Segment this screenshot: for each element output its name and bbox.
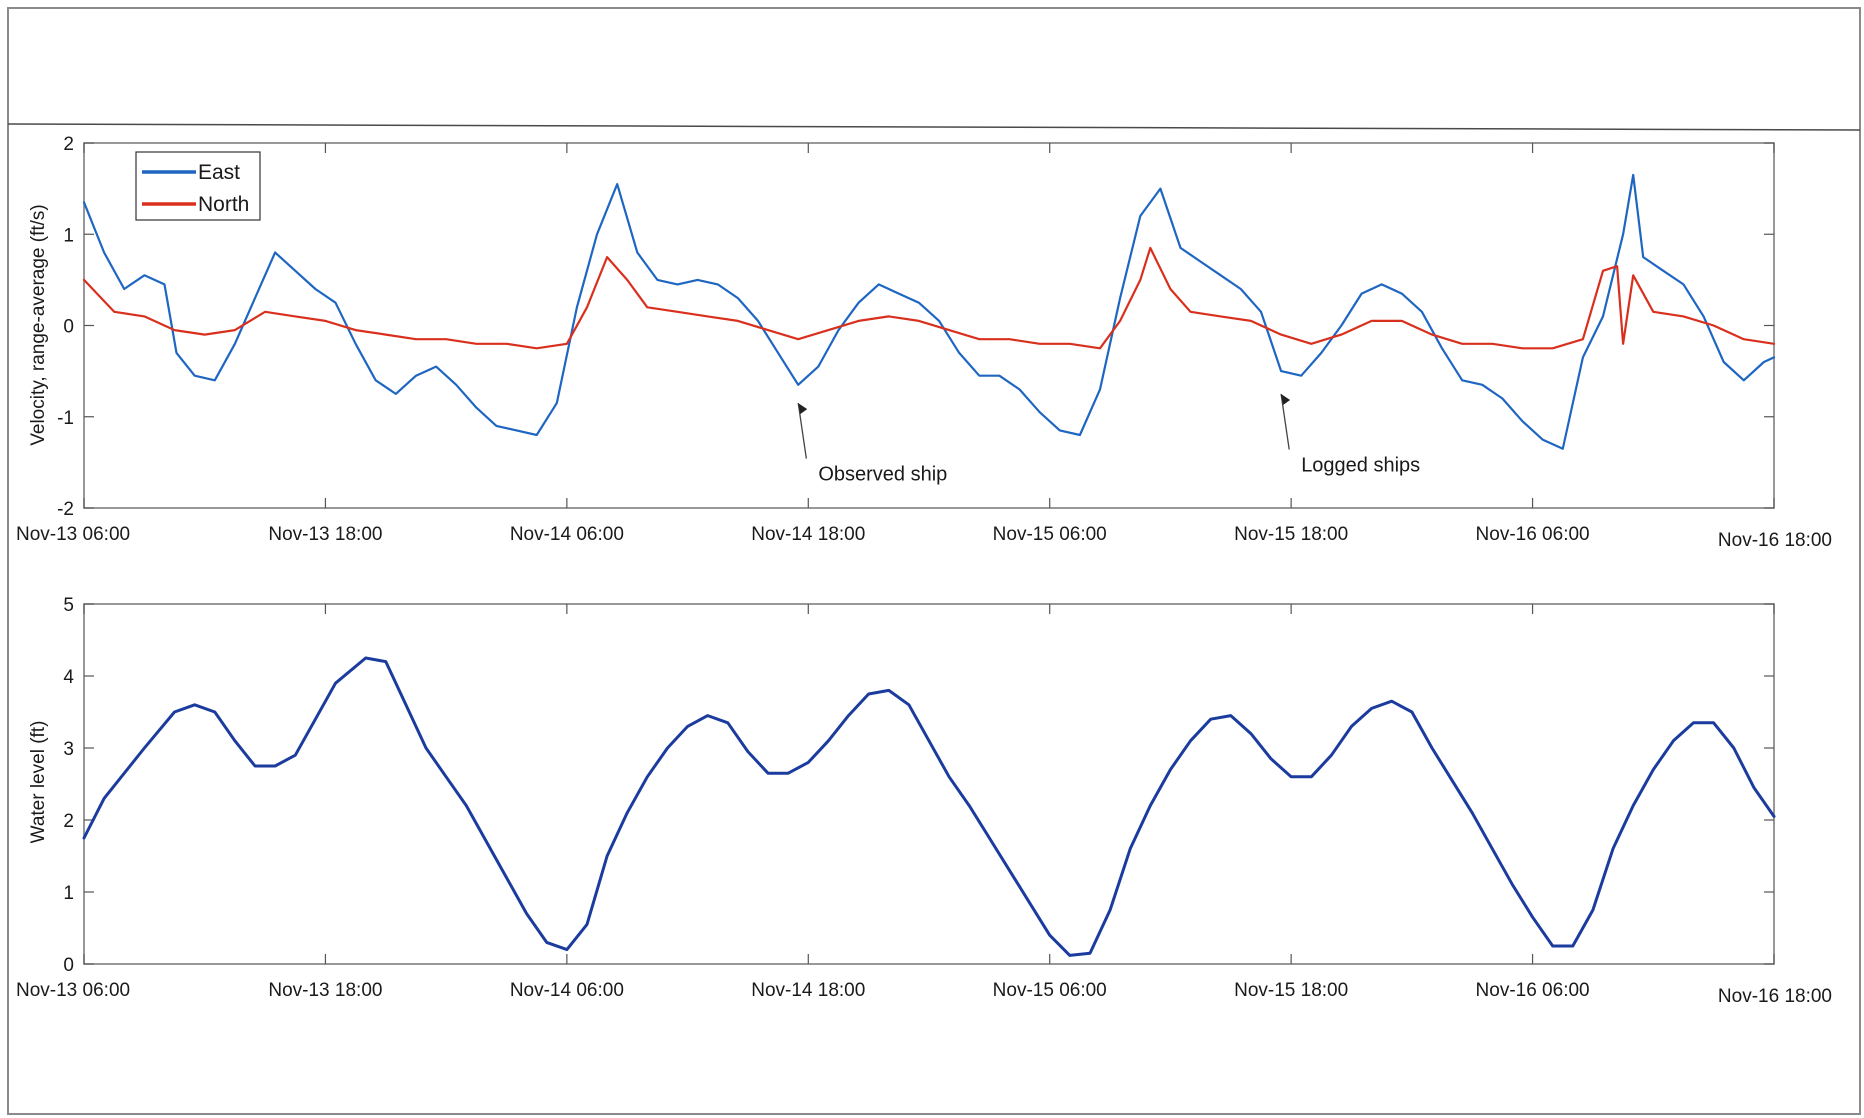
page-border (7, 7, 1861, 1115)
y-tick-label: 1 (63, 883, 74, 904)
east-series-line (82, 173, 1776, 450)
y-tick-label: 2 (63, 811, 74, 832)
velocity-y-ticks: -2 -1 0 1 2 (57, 134, 1774, 520)
x-tick-label: Nov-16 06:00 (1476, 980, 1590, 1001)
water-level-y-axis-label: Water level (ft) (28, 721, 49, 844)
y-tick-label: 2 (63, 134, 74, 155)
y-tick-label: -2 (57, 499, 74, 520)
velocity-x-ticks: Nov-13 06:00 Nov-13 18:00 Nov-14 06:00 Nov-… (16, 143, 1832, 551)
annotation-arrow-line (797, 402, 807, 459)
annotation-arrowhead (798, 403, 808, 415)
x-tick-label: Nov-16 18:00 (1718, 986, 1832, 1007)
y-tick-label: -1 (57, 408, 74, 429)
annotation-arrow-line (1280, 393, 1290, 450)
water-level-axes-box (83, 603, 1775, 965)
velocity-series (82, 173, 1776, 450)
water-level-series (82, 656, 1776, 957)
annotation-label: Logged ships (1301, 455, 1420, 477)
y-tick-label: 4 (63, 667, 74, 688)
x-tick-label: Nov-13 18:00 (268, 980, 382, 1001)
legend-north-label: North (198, 193, 249, 216)
x-tick-label: Nov-15 06:00 (993, 524, 1107, 545)
velocity-annotations: Observed ship Logged ships (797, 393, 1420, 486)
y-tick-label: 1 (63, 225, 74, 246)
y-tick-label: 0 (63, 955, 74, 976)
velocity-legend: East North (135, 151, 261, 221)
annotation-arrowhead (1281, 393, 1291, 405)
x-tick-label: Nov-16 18:00 (1718, 530, 1832, 551)
x-tick-label: Nov-14 06:00 (510, 524, 624, 545)
header-divider (7, 123, 1861, 131)
y-tick-label: 0 (63, 317, 74, 338)
annotation-label: Observed ship (818, 464, 947, 486)
water-level-x-ticks: Nov-13 06:00 Nov-13 18:00 Nov-14 06:00 Nov-… (16, 604, 1832, 1007)
water-level-line (82, 656, 1776, 957)
x-tick-label: Nov-16 06:00 (1476, 524, 1590, 545)
x-tick-label: Nov-13 06:00 (16, 524, 130, 545)
water-level-y-ticks: 0 1 2 3 4 5 (63, 595, 1774, 976)
x-tick-label: Nov-13 06:00 (16, 980, 130, 1001)
north-series-line (82, 246, 1776, 350)
y-tick-label: 5 (63, 595, 74, 616)
legend-east-label: East (198, 161, 240, 184)
velocity-y-axis-label: Velocity, range-average (ft/s) (28, 204, 49, 445)
y-tick-label: 3 (63, 739, 74, 760)
x-tick-label: Nov-14 18:00 (751, 524, 865, 545)
x-tick-label: Nov-15 18:00 (1234, 980, 1348, 1001)
x-tick-label: Nov-14 18:00 (751, 980, 865, 1001)
legend-box (135, 151, 261, 221)
x-tick-label: Nov-15 06:00 (993, 980, 1107, 1001)
x-tick-label: Nov-13 18:00 (268, 524, 382, 545)
velocity-panel: Velocity, range-average (ft/s) -2 -1 0 1 2 N… (16, 134, 1832, 551)
x-tick-label: Nov-15 18:00 (1234, 524, 1348, 545)
x-tick-label: Nov-14 06:00 (510, 980, 624, 1001)
